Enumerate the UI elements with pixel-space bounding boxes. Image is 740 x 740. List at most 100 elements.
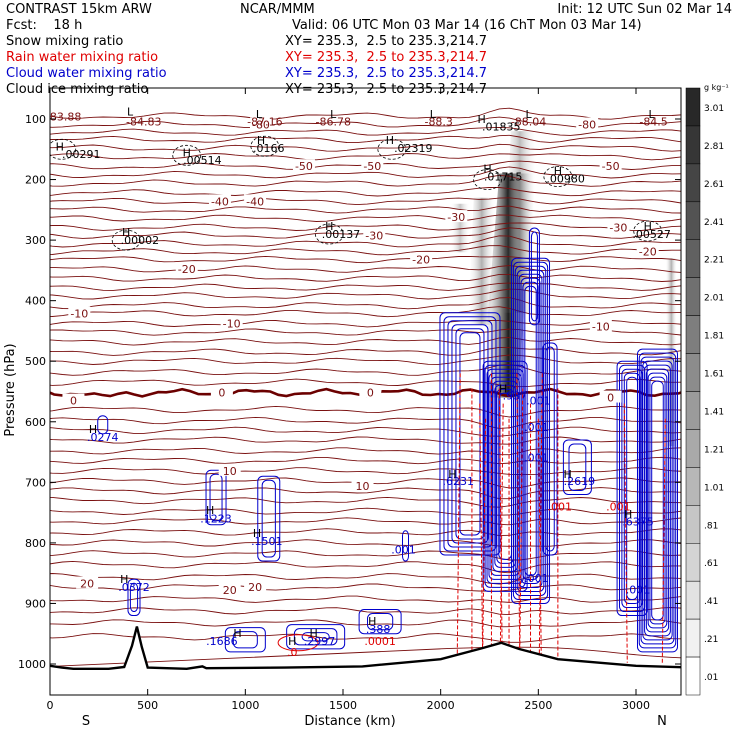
- temperature-contour: [50, 456, 681, 465]
- x-tick-label: 3000: [622, 699, 650, 712]
- temperature-contour: [50, 633, 681, 643]
- x-axis: 0 500 1000 1500 2000 2500 3000: [47, 88, 650, 712]
- temperature-contour: [50, 560, 681, 574]
- model-title: CONTRAST 15km ARW: [6, 2, 152, 17]
- extremum-marker: H: [644, 220, 652, 233]
- extremum-value-label: .0372: [118, 581, 150, 594]
- cloud-water-contour: [127, 578, 141, 617]
- colorbar-swatch: [685, 315, 701, 354]
- colorbar-swatch: [685, 125, 701, 165]
- extremum-value-label: .001: [606, 501, 631, 514]
- cloud-ice-contour: [172, 144, 202, 166]
- temperature-contour: [50, 273, 681, 282]
- temperature-contours: [50, 107, 681, 667]
- extremum-value-label: .0274: [87, 431, 119, 444]
- rain-water-contour: [516, 373, 521, 663]
- cloud-water-contour: [542, 342, 558, 556]
- temperature-contour: [50, 528, 681, 537]
- cloud-water-contour: [224, 627, 266, 653]
- temperature-label: -50: [602, 160, 620, 173]
- extremum-marker: H: [56, 140, 64, 153]
- rain-water-contour: [498, 388, 503, 663]
- cloud-water-contour: [482, 360, 528, 592]
- cloud-water-contour: [455, 328, 485, 540]
- extremum-marker: H: [206, 504, 214, 517]
- colorbar-tick-label: 2.21: [704, 256, 724, 266]
- colorbar-tick-label: 1.41: [704, 407, 724, 417]
- cloud-ice-contour: [314, 223, 344, 245]
- south-label: S: [82, 714, 90, 729]
- contour-labels: -80 -80 -50 -50 -50 -40 -40 -30 -30 -30 -20 -20 -20 -…: [50, 106, 671, 659]
- producer-label: NCAR/MMM: [240, 2, 315, 17]
- temperature-label: -50: [295, 160, 313, 173]
- temperature-contour: [50, 583, 681, 592]
- cloud-water-contour: [358, 609, 402, 635]
- temperature-label: -30: [365, 229, 383, 242]
- x-tick-label: 500: [137, 699, 158, 712]
- label-mask: [208, 194, 231, 207]
- cloud-water-contour: [451, 324, 489, 544]
- temperature-label: -80: [578, 118, 596, 131]
- temperature-label: -10: [223, 318, 241, 331]
- temperature-contour: [50, 363, 681, 376]
- cloud-water-contour: [232, 631, 258, 649]
- cloud-water-contour: [494, 384, 516, 568]
- temperature-contour: [50, 134, 681, 144]
- colorbar-swatch: [685, 505, 701, 544]
- extremum-value-label: .00137: [322, 228, 361, 241]
- temperature-contour: [50, 297, 681, 310]
- temperature-label: 0: [70, 395, 77, 408]
- extremum-value-label: -84.83: [126, 115, 161, 128]
- label-mask: [636, 244, 659, 257]
- extremum-value-label: .1501: [251, 535, 283, 548]
- temperature-label: -30: [609, 221, 627, 234]
- temperature-contour: [50, 550, 681, 561]
- y-tick-label: 700: [25, 476, 46, 489]
- extremum-value-label: .001: [524, 572, 549, 585]
- cloud-water-contour: [129, 582, 139, 613]
- cloud-ice-contour: [473, 169, 502, 190]
- temperature-contour: [50, 336, 681, 346]
- colorbar-swatch: [685, 201, 701, 240]
- legend-cross-section: XY= 235.3, 2.5 to 235.3,214.7: [285, 66, 488, 81]
- colorbar-swatch: [685, 543, 701, 582]
- label-mask: [445, 210, 468, 223]
- y-tick-label: 500: [25, 355, 46, 368]
- temperature-contour: [50, 255, 681, 264]
- extremum-marker: L: [127, 106, 134, 119]
- temperature-contour: [50, 265, 681, 273]
- label-mask: [292, 159, 315, 172]
- extremum-marker: H: [563, 468, 571, 481]
- cloud-water-contour: [447, 320, 493, 548]
- y-tick-label: 800: [25, 537, 46, 550]
- extremum-value-label: .001: [548, 501, 573, 514]
- temperature-contour: [50, 539, 681, 547]
- temperature-contour: [50, 416, 681, 429]
- extremum-marker: H: [499, 382, 507, 395]
- cloud-water-contour: [293, 628, 338, 646]
- cloud-water-contour: [257, 475, 281, 562]
- cloud-water-contour: [301, 632, 330, 642]
- label-mask: [576, 117, 599, 130]
- extremum-value-label: .01715: [484, 171, 523, 184]
- temperature-contour: [50, 467, 681, 475]
- y-tick-label: 200: [25, 174, 46, 187]
- x-tick-label: 1500: [329, 699, 357, 712]
- extremum-marker: H: [233, 627, 241, 640]
- extremum-value-label: .2997: [304, 635, 336, 648]
- extremum-marker: H: [122, 226, 130, 239]
- cloud-water-contour: [649, 376, 666, 625]
- cloud-water-contour: [626, 376, 638, 601]
- colorbar-tick-label: .81: [704, 521, 718, 531]
- label-mask: [244, 580, 267, 593]
- extremum-value-label: .937: [503, 390, 528, 403]
- colorbar-swatch: [685, 391, 701, 430]
- temperature-contour: [50, 288, 681, 300]
- y-tick-label: 1000: [18, 658, 46, 671]
- temperature-contour: [50, 282, 681, 291]
- extremum-value-label: -86.78: [315, 115, 350, 128]
- terrain-fill: [50, 626, 681, 695]
- rain-water-contour: [661, 418, 666, 663]
- cloud-ice-contour: [250, 135, 280, 157]
- label-mask: [220, 316, 243, 329]
